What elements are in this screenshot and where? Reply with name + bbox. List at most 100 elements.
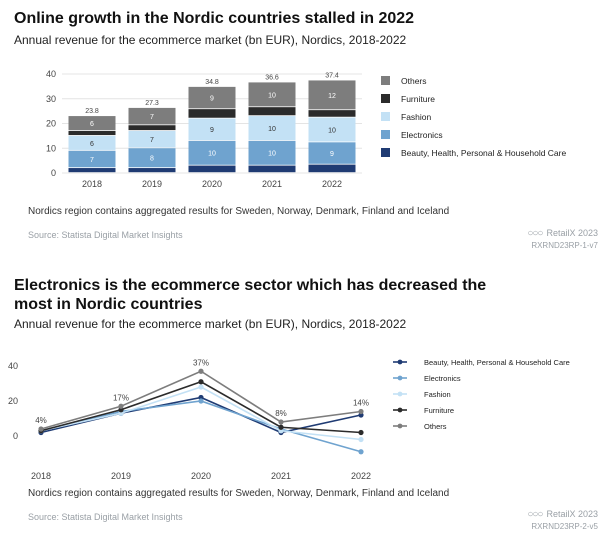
- legend-marker: [397, 375, 403, 381]
- bar-chart-brand: ○○○ RetailX 2023 RXRND23RP-1-v7: [527, 228, 598, 250]
- bar-segment: [188, 165, 236, 173]
- point-label: 14%: [353, 399, 369, 408]
- data-point: [358, 449, 364, 455]
- bar-total-label: 23.8: [85, 108, 99, 115]
- segment-label: 9: [330, 151, 334, 158]
- legend-label: Beauty, Health, Personal & Household Car…: [424, 358, 570, 367]
- legend-label: Others: [401, 76, 427, 86]
- bar-segment: [188, 86, 236, 109]
- x-tick-label: 2019: [111, 471, 131, 481]
- bar-total-label: 37.4: [325, 72, 339, 79]
- stacked-bar-chart: 0 10 20 30 40 7 6 6 23.8 2018 8 7 7 27.3 2019 10 9 9 34.8 2…: [46, 69, 567, 189]
- legend-marker: [397, 391, 403, 397]
- y-tick-label: 0: [51, 168, 56, 178]
- y-tick-label: 30: [46, 94, 56, 104]
- segment-label: 10: [268, 126, 276, 133]
- line-chart-title: Electronics is the ecommerce sector whic…: [14, 276, 486, 314]
- data-point: [198, 379, 204, 385]
- line-chart-brand-text: RetailX 2023: [546, 509, 598, 519]
- x-tick-label: 2020: [202, 179, 222, 189]
- retailx-logo-icon: ○○○: [527, 228, 543, 239]
- legend-swatch: [381, 130, 390, 139]
- bar-chart-source: Source: Statista Digital Market Insights: [28, 230, 183, 240]
- bar-segment: [68, 116, 116, 131]
- bar-segment: [308, 80, 356, 110]
- x-tick-label: 2022: [322, 179, 342, 189]
- legend-marker: [397, 407, 403, 413]
- data-point: [358, 408, 364, 415]
- point-label: 17%: [113, 393, 129, 402]
- data-point: [118, 403, 124, 409]
- bar-segment: [68, 150, 116, 168]
- bar-segment: [308, 142, 356, 164]
- line-chart-brand: ○○○ RetailX 2023 RXRND23RP-2-v5: [527, 509, 598, 531]
- line-chart-title-line-2: most in Nordic countries: [14, 296, 203, 313]
- data-point: [278, 419, 284, 425]
- legend-swatch: [381, 148, 390, 157]
- bar-chart-panel: Online growth in the Nordic countries st…: [0, 0, 616, 262]
- y-tick-label: 40: [8, 361, 18, 371]
- y-tick-label: 40: [46, 69, 56, 79]
- bar-total-label: 27.3: [145, 100, 159, 107]
- bar-segment: [188, 140, 236, 165]
- bar-segment: [68, 168, 116, 173]
- bar-chart-code: RXRND23RP-1-v7: [531, 241, 598, 250]
- data-point: [198, 398, 204, 404]
- y-tick-label: 10: [46, 143, 56, 153]
- segment-label: 7: [150, 114, 154, 121]
- bar-segment: [128, 148, 176, 168]
- line-chart-note: Nordics region contains aggregated resul…: [28, 488, 450, 499]
- line-chart: 0 20 40 2018 2019 2020 2021 2022 4% 17% 37% 8% 14% Be…: [8, 358, 570, 481]
- data-point: [358, 436, 364, 443]
- bar-total-label: 36.6: [265, 74, 279, 81]
- segment-label: 9: [210, 127, 214, 134]
- legend-marker: [397, 423, 403, 429]
- x-tick-label: 2021: [271, 471, 291, 481]
- bar-total-label: 34.8: [205, 79, 219, 86]
- data-point: [198, 384, 204, 390]
- legend-label: Electronics: [424, 374, 461, 383]
- bar-segment: [248, 116, 296, 141]
- data-point: [38, 426, 44, 432]
- segment-label: 7: [150, 137, 154, 144]
- bar-chart-subtitle: Annual revenue for the ecommerce market …: [14, 33, 407, 47]
- segment-label: 6: [90, 141, 94, 148]
- legend-label: Beauty, Health, Personal & Household Car…: [401, 148, 566, 158]
- y-tick-label: 20: [46, 119, 56, 129]
- bar-segment: [128, 107, 176, 125]
- data-point: [278, 424, 284, 430]
- bar-segment: [248, 82, 296, 107]
- retailx-logo-icon: ○○○: [527, 509, 543, 520]
- legend-marker: [397, 359, 403, 365]
- bar-segment: [68, 130, 116, 136]
- legend-swatch: [381, 94, 390, 103]
- segment-label: 10: [328, 127, 336, 134]
- segment-label: 10: [268, 92, 276, 99]
- x-tick-label: 2022: [351, 471, 371, 481]
- bar-segment: [308, 164, 356, 173]
- data-point: [358, 429, 364, 436]
- segment-label: 7: [90, 157, 94, 164]
- segment-label: 12: [328, 93, 336, 100]
- bar-segment: [188, 109, 236, 118]
- y-tick-label: 20: [8, 396, 18, 406]
- point-label: 8%: [275, 409, 287, 418]
- bar-segment: [308, 117, 356, 142]
- bar-segment: [128, 125, 176, 131]
- legend-label: Electronics: [401, 130, 443, 140]
- legend-label: Others: [424, 422, 447, 431]
- legend-swatch: [381, 112, 390, 121]
- bar-segment: [248, 107, 296, 116]
- series-line: [40, 386, 362, 441]
- legend-label: Furniture: [401, 94, 435, 104]
- x-tick-label: 2018: [31, 471, 51, 481]
- segment-label: 10: [208, 151, 216, 158]
- segment-label: 9: [210, 96, 214, 103]
- segment-label: 8: [150, 156, 154, 163]
- data-point: [198, 368, 204, 374]
- legend-label: Fashion: [424, 390, 451, 399]
- point-label: 4%: [35, 416, 47, 425]
- legend-label: Fashion: [401, 112, 432, 122]
- bar-chart-note: Nordics region contains aggregated resul…: [28, 206, 450, 217]
- bar-segment: [128, 168, 176, 173]
